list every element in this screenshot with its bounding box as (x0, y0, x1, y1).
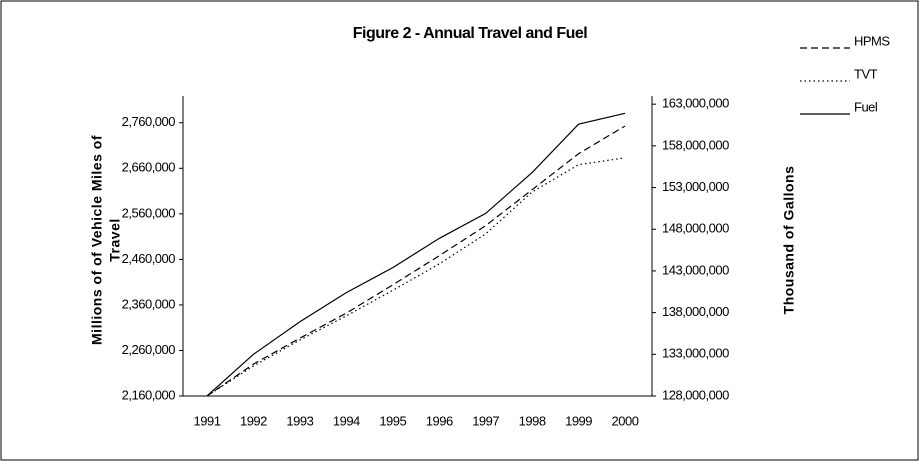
series-line (206, 112, 626, 397)
x-tick-label: 1996 (426, 413, 453, 428)
y2-tick-label: 153,000,000 (662, 179, 729, 194)
chart-title: Figure 2 - Annual Travel and Fuel (353, 25, 588, 42)
y-tick-label: 2,560,000 (122, 205, 176, 220)
series-line (206, 157, 626, 397)
series-line (206, 125, 626, 397)
x-tick-label: 1998 (519, 413, 546, 428)
x-tick-label: 1991 (194, 413, 221, 428)
y-axis-label: Travel (107, 218, 123, 261)
y2-tick-label: 128,000,000 (662, 387, 729, 402)
y-tick-label: 2,660,000 (122, 160, 176, 175)
legend-label: TVT (854, 66, 878, 81)
y2-tick-label: 138,000,000 (662, 304, 729, 319)
legend-label: Fuel (854, 99, 878, 114)
y2-tick-label: 133,000,000 (662, 346, 729, 361)
x-tick-label: 1992 (240, 413, 267, 428)
y-tick-label: 2,260,000 (122, 342, 176, 357)
x-tick-label: 1993 (286, 413, 313, 428)
y2-tick-label: 163,000,000 (662, 96, 729, 111)
x-tick-label: 1997 (472, 413, 499, 428)
y2-tick-label: 143,000,000 (662, 262, 729, 277)
y-tick-label: 2,360,000 (122, 296, 176, 311)
y-tick-label: 2,460,000 (122, 251, 176, 266)
x-tick-label: 1994 (333, 413, 360, 428)
legend-label: HPMS (854, 33, 890, 48)
y2-axis-label: Thousand of Gallons (781, 166, 797, 315)
y2-tick-label: 158,000,000 (662, 137, 729, 152)
x-tick-label: 1999 (565, 413, 592, 428)
x-tick-label: 1995 (379, 413, 406, 428)
y2-tick-label: 148,000,000 (662, 221, 729, 236)
y-tick-label: 2,160,000 (122, 387, 176, 402)
y-axis-label: Millions of of Vehicle Miles of (89, 135, 105, 345)
y-tick-label: 2,760,000 (122, 114, 176, 129)
x-tick-label: 2000 (612, 413, 639, 428)
